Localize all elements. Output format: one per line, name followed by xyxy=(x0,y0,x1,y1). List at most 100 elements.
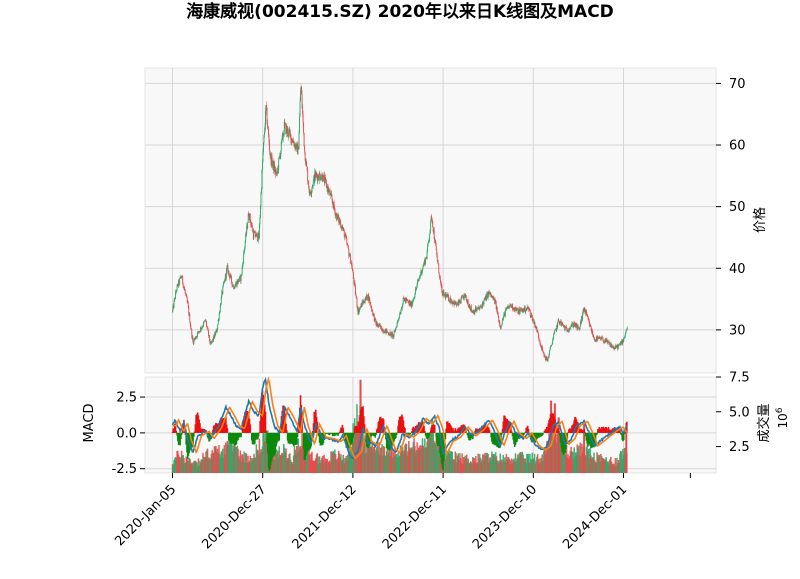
candle-body xyxy=(567,330,569,332)
volume-bar xyxy=(504,461,507,473)
candle-body xyxy=(621,340,623,344)
candle-body xyxy=(450,300,452,303)
volume-bar xyxy=(482,460,485,473)
candle-body xyxy=(501,319,503,325)
volume-bar xyxy=(480,462,482,473)
volume-bar xyxy=(404,445,406,473)
candle-body xyxy=(561,323,563,324)
candle-body xyxy=(221,291,223,294)
volume-bar xyxy=(199,460,201,473)
candle-body xyxy=(329,190,330,191)
candle-body xyxy=(421,270,423,275)
volume-bar xyxy=(180,450,183,473)
volume-bar xyxy=(503,461,505,473)
candle-body xyxy=(274,164,276,173)
candle-body xyxy=(521,309,523,312)
candle-body xyxy=(426,258,428,259)
candle-body xyxy=(255,236,257,238)
candle-body xyxy=(438,273,440,278)
volume-bar xyxy=(242,458,245,473)
candle-body xyxy=(616,344,618,348)
chart-title: 海康威视(002415.SZ) 2020年以来日K线图及MACD xyxy=(186,1,614,22)
candle-body xyxy=(219,311,221,314)
volume-bar xyxy=(219,457,222,473)
candle-body xyxy=(260,188,262,194)
volume-bar xyxy=(467,458,470,473)
candle-body xyxy=(548,357,549,358)
macd-hist-bar xyxy=(622,432,625,441)
candle-body xyxy=(181,277,183,278)
candle-body xyxy=(333,202,335,208)
volume-bar xyxy=(452,459,454,473)
volume-bar xyxy=(343,458,345,473)
volume-bar xyxy=(450,451,453,473)
candle-body xyxy=(177,284,179,286)
volume-bar xyxy=(363,443,365,473)
volume-bar xyxy=(327,462,329,473)
candle-body xyxy=(441,291,443,296)
volume-spike-bar xyxy=(557,417,560,473)
volume-bar xyxy=(286,457,289,473)
volume-bar xyxy=(408,447,411,473)
volume-bar xyxy=(220,451,223,473)
candle-body xyxy=(400,312,402,315)
candle-body xyxy=(554,330,556,334)
candle-body xyxy=(251,224,253,226)
candle-body xyxy=(593,337,595,341)
candle-body xyxy=(562,323,564,325)
candle-body xyxy=(208,335,210,336)
candle-body xyxy=(219,304,221,312)
volume-bar xyxy=(175,457,178,473)
candle-body xyxy=(572,323,574,327)
candle-body xyxy=(296,143,297,150)
volume-bar xyxy=(229,434,232,473)
candle-body xyxy=(292,140,294,143)
candle-body xyxy=(338,219,340,223)
macd-hist-bar xyxy=(174,424,177,433)
volume-bar xyxy=(179,459,181,473)
volume-bar xyxy=(618,462,620,473)
volume-bar xyxy=(613,463,615,473)
volume-bar xyxy=(601,457,604,473)
volume-bar xyxy=(593,452,595,473)
volume-bar xyxy=(564,448,566,473)
volume-bar xyxy=(192,464,194,473)
candle-body xyxy=(258,224,260,239)
volume-bar xyxy=(430,427,432,473)
volume-bar xyxy=(250,461,252,473)
candle-body xyxy=(469,305,471,309)
macd-hist-bar xyxy=(424,430,426,433)
volume-bar xyxy=(299,446,302,473)
volume-bar xyxy=(186,460,189,473)
candle-body xyxy=(220,296,222,305)
candle-body xyxy=(373,313,375,315)
candle-body xyxy=(289,130,291,133)
candle-body xyxy=(535,326,537,328)
volume-bar xyxy=(231,451,234,473)
macd-hist-bar xyxy=(375,432,377,435)
candle-body xyxy=(563,326,565,327)
candle-body xyxy=(502,317,504,321)
candle-body xyxy=(215,329,217,332)
candle-body xyxy=(459,299,461,303)
candle-body xyxy=(283,134,285,135)
volume-bar xyxy=(254,457,256,473)
candle-body xyxy=(581,316,583,323)
volume-bar xyxy=(388,442,390,473)
candle-body xyxy=(513,307,515,310)
candle-body xyxy=(584,310,586,312)
volume-bar xyxy=(438,444,441,473)
volume-bar xyxy=(494,452,497,473)
volume-bar xyxy=(578,445,580,473)
candle-body xyxy=(407,300,409,302)
candle-body xyxy=(216,329,218,333)
candle-body xyxy=(345,236,347,239)
volume-bar xyxy=(379,454,381,473)
candle-body xyxy=(432,221,434,228)
candle-body xyxy=(441,285,443,292)
candle-body xyxy=(439,276,441,281)
candle-body xyxy=(286,128,288,133)
volume-bar xyxy=(469,461,472,473)
volume-bar xyxy=(338,453,341,473)
candle-body xyxy=(543,352,544,353)
